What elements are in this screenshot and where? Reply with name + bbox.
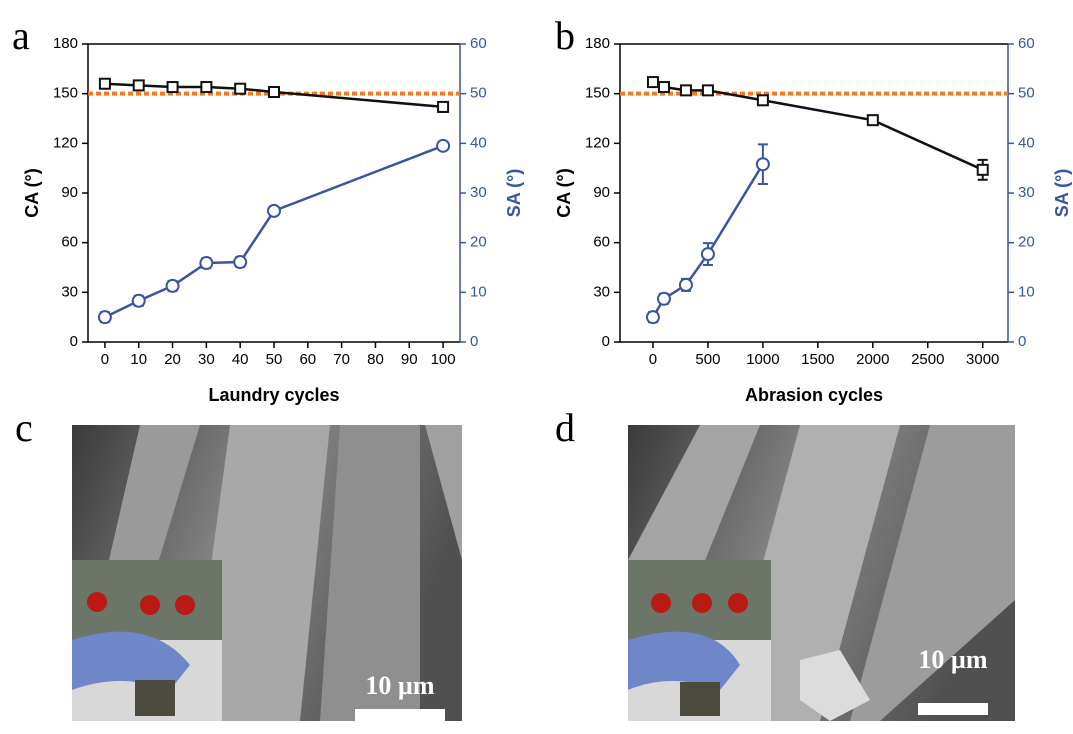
x-tick-label: 0 xyxy=(649,351,657,368)
data-point xyxy=(131,293,146,308)
y-axis-label: CA (°) xyxy=(22,168,42,218)
data-point xyxy=(678,277,693,292)
panel-label: a xyxy=(12,13,30,58)
x-axis-label: Abrasion cycles xyxy=(745,385,883,405)
y2-tick-label: 30 xyxy=(1018,184,1035,201)
x-tick-label: 3000 xyxy=(966,351,999,368)
y-tick-label: 120 xyxy=(53,134,78,151)
data-point xyxy=(437,100,450,113)
panel-label: c xyxy=(15,405,33,450)
data-point xyxy=(97,310,112,325)
y2-tick-label: 10 xyxy=(470,283,487,300)
x-tick-label: 60 xyxy=(299,351,316,368)
y-tick-label: 150 xyxy=(53,85,78,102)
y-tick-label: 180 xyxy=(585,35,610,52)
y-tick-label: 60 xyxy=(61,234,78,251)
data-point xyxy=(436,138,451,153)
x-tick-label: 70 xyxy=(333,351,350,368)
y2-tick-label: 40 xyxy=(1018,134,1035,151)
panel-label: d xyxy=(555,405,575,450)
y-tick-label: 30 xyxy=(593,283,610,300)
y-tick-label: 120 xyxy=(585,134,610,151)
y-tick-label: 60 xyxy=(593,234,610,251)
y-tick-label: 180 xyxy=(53,35,78,52)
y2-tick-label: 50 xyxy=(470,85,487,102)
y2-tick-label: 0 xyxy=(1018,333,1026,350)
series-line xyxy=(651,163,764,318)
data-point xyxy=(866,114,879,127)
y2-tick-label: 0 xyxy=(470,333,478,350)
scale-bar-label: 10 µm xyxy=(365,671,434,700)
scale-bar-label: 10 µm xyxy=(918,645,987,674)
data-point xyxy=(701,84,714,97)
y2-tick-label: 20 xyxy=(1018,234,1035,251)
data-point xyxy=(166,81,179,94)
x-tick-label: 40 xyxy=(232,351,249,368)
sem-image-c xyxy=(72,425,462,721)
sem-image-d xyxy=(628,425,1015,721)
y2-tick-label: 60 xyxy=(470,35,487,52)
data-point xyxy=(199,256,214,271)
y-tick-label: 90 xyxy=(61,184,78,201)
x-tick-label: 10 xyxy=(130,351,147,368)
y2-tick-label: 10 xyxy=(1018,283,1035,300)
series-line xyxy=(104,144,444,319)
x-tick-label: 90 xyxy=(401,351,418,368)
x-tick-label: 30 xyxy=(198,351,215,368)
data-point xyxy=(657,81,670,94)
data-point xyxy=(98,77,111,90)
y-tick-label: 150 xyxy=(585,85,610,102)
y-tick-label: 0 xyxy=(70,333,78,350)
y2-tick-label: 30 xyxy=(470,184,487,201)
y2-tick-label: 60 xyxy=(1018,35,1035,52)
y-tick-label: 30 xyxy=(61,283,78,300)
x-axis-label: Laundry cycles xyxy=(208,385,339,405)
data-point xyxy=(234,82,247,95)
data-point xyxy=(268,86,280,99)
x-tick-label: 50 xyxy=(266,351,283,368)
x-tick-label: 2000 xyxy=(856,351,889,368)
data-point xyxy=(700,247,715,262)
x-tick-label: 0 xyxy=(101,351,109,368)
y2-axis-label: SA (°) xyxy=(504,169,524,218)
data-point xyxy=(976,163,989,176)
data-point xyxy=(645,310,660,325)
x-tick-label: 1000 xyxy=(746,351,779,368)
y2-axis-label: SA (°) xyxy=(1052,169,1072,218)
x-tick-label: 80 xyxy=(367,351,384,368)
y2-tick-label: 20 xyxy=(470,234,487,251)
data-point xyxy=(755,157,770,172)
data-point xyxy=(267,203,281,218)
data-point xyxy=(756,94,769,107)
data-point xyxy=(200,81,213,94)
data-point xyxy=(656,291,671,306)
data-point xyxy=(233,255,248,270)
x-tick-label: 500 xyxy=(695,351,720,368)
y2-tick-label: 40 xyxy=(470,134,487,151)
data-point xyxy=(679,84,692,97)
data-point xyxy=(646,76,659,89)
x-tick-label: 2500 xyxy=(911,351,944,368)
y-axis-label: CA (°) xyxy=(554,168,574,218)
y-tick-label: 0 xyxy=(602,333,610,350)
x-tick-label: 1500 xyxy=(801,351,834,368)
data-point xyxy=(165,278,180,293)
y2-tick-label: 50 xyxy=(1018,85,1035,102)
x-tick-label: 100 xyxy=(431,351,456,368)
x-tick-label: 20 xyxy=(164,351,181,368)
y-tick-label: 90 xyxy=(593,184,610,201)
data-point xyxy=(132,79,145,92)
panel-label: b xyxy=(555,13,575,58)
